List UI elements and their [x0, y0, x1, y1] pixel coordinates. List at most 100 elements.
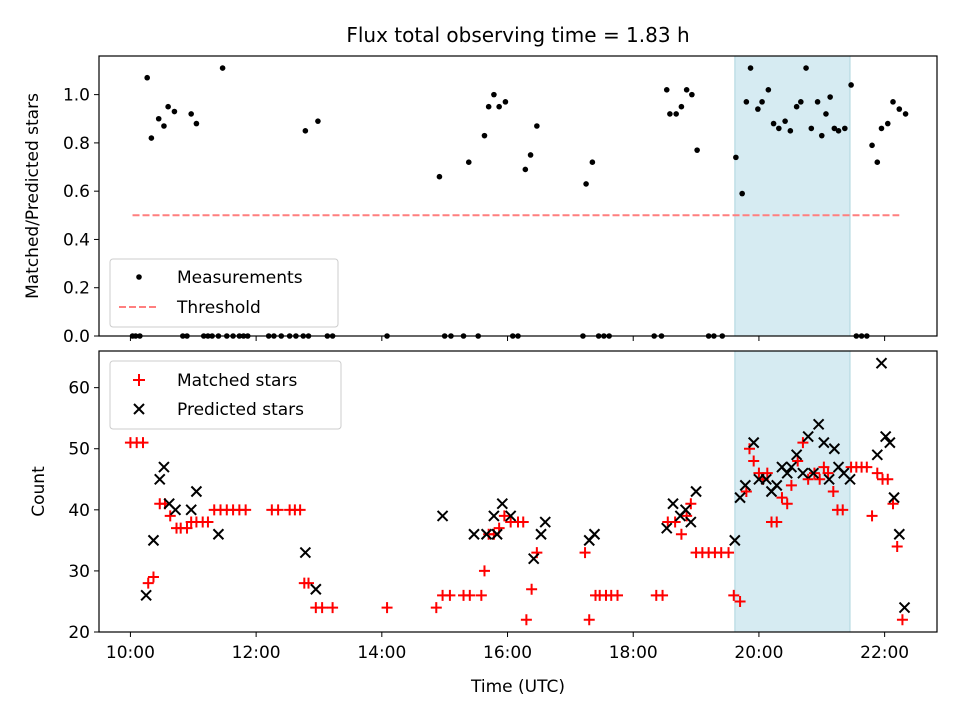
- count-y-tick-label: 40: [68, 501, 90, 521]
- predicted-star-point: [747, 436, 760, 449]
- measurement-point: [803, 65, 809, 71]
- count-x-ticks: 10:00 12:00 14:00 16:00 18:00 20:00 22:00: [106, 632, 909, 663]
- matched-star-point: [871, 467, 883, 479]
- predicted-star-point: [169, 504, 182, 516]
- matched-star-point: [882, 473, 894, 485]
- ratio-highlight-band: [734, 55, 851, 337]
- predicted-star-point: [588, 528, 601, 540]
- predicted-star-point: [790, 449, 803, 461]
- measurement-point: [874, 159, 881, 166]
- ratio-y-axis-label: Matched/Predicted stars: [23, 93, 43, 299]
- predicted-star-point: [690, 485, 702, 498]
- ratio-band-rect: [734, 55, 851, 337]
- count-y-tick-label: 20: [68, 623, 90, 643]
- matched-star-point: [802, 473, 814, 485]
- predicted-star-point: [888, 491, 900, 504]
- measurement-point: [835, 128, 842, 134]
- matched-star-point: [381, 602, 393, 614]
- measurement-point: [733, 154, 739, 161]
- legend-measurements-label: Measurements: [177, 268, 303, 288]
- count-legend-box: [109, 360, 342, 430]
- legend-threshold-label: Threshold: [176, 298, 261, 318]
- measurement-point: [755, 106, 761, 112]
- legend-predicted-label: Predicted stars: [177, 400, 304, 420]
- predicted-star-point: [884, 436, 896, 449]
- measurement-point: [155, 115, 162, 122]
- predicted-star-point: [893, 528, 905, 540]
- predicted-star-point: [436, 510, 449, 522]
- x-tick-label: 12:00: [232, 643, 281, 663]
- predicted-star-point: [785, 461, 798, 473]
- predicted-star-point: [468, 528, 480, 540]
- predicted-star-point: [491, 528, 503, 540]
- measurement-point: [481, 132, 488, 139]
- matched-star-point: [685, 498, 697, 510]
- legend-predicted-marker: [133, 403, 145, 415]
- measurement-point: [818, 132, 825, 139]
- matched-star-point: [797, 437, 809, 449]
- matched-star-point: [728, 589, 740, 601]
- predicted-star-point: [310, 583, 322, 595]
- measurement-point: [144, 74, 150, 81]
- matched-star-point: [827, 486, 839, 497]
- matched-star-point: [896, 614, 908, 626]
- predicted-star-points: [140, 357, 911, 614]
- predicted-star-point: [823, 473, 835, 485]
- matched-star-point: [818, 461, 830, 473]
- predicted-star-point: [661, 522, 673, 534]
- predicted-star-point: [190, 485, 203, 498]
- measurement-point: [165, 103, 171, 110]
- ratio-y-tick-label: 0.2: [63, 279, 90, 299]
- matched-star-point: [579, 547, 591, 559]
- matched-star-point: [814, 473, 826, 485]
- x-tick-label: 20:00: [734, 643, 783, 663]
- measurement-point: [896, 106, 903, 112]
- ratio-y-tick-label: 0.0: [63, 327, 90, 347]
- ratio-y-tick-label: 0.4: [63, 230, 90, 250]
- measurement-point: [502, 99, 509, 105]
- matched-star-point: [316, 602, 328, 614]
- matched-star-points: [124, 437, 908, 626]
- matched-star-point: [272, 504, 284, 516]
- measurement-point: [793, 103, 800, 110]
- matched-star-point: [430, 602, 442, 614]
- matched-star-point: [837, 504, 849, 516]
- measurement-point: [436, 173, 443, 180]
- x-tick-label: 14:00: [357, 643, 406, 663]
- measurement-point: [902, 111, 909, 117]
- measurement-point: [782, 118, 788, 124]
- measurement-point: [302, 128, 309, 134]
- measurement-point: [884, 120, 891, 127]
- ratio-y-tick-label: 0.6: [63, 182, 90, 202]
- measurement-point: [759, 99, 765, 105]
- measurement-point: [683, 86, 690, 93]
- matched-star-point: [734, 595, 746, 607]
- matched-star-point: [723, 547, 735, 559]
- matched-star-point: [583, 614, 595, 626]
- predicted-star-point: [528, 552, 540, 565]
- predicted-star-point: [802, 430, 814, 443]
- measurement-point: [491, 91, 497, 98]
- measurement-point: [496, 103, 502, 110]
- matched-star-point: [517, 516, 529, 528]
- count-panel: 20 30 40 50 60 10:00 12:00 14:00 16:00 18:00 20:0…: [29, 350, 938, 697]
- count-y-axis-label: Count: [29, 466, 49, 517]
- predicted-star-point: [496, 498, 508, 510]
- predicted-star-point: [844, 473, 856, 485]
- predicted-star-point: [797, 467, 809, 479]
- predicted-star-point: [140, 589, 152, 602]
- matched-star-point: [771, 516, 783, 528]
- predicted-star-point: [535, 528, 547, 540]
- measurement-point: [739, 190, 745, 197]
- measurement-point: [869, 142, 875, 149]
- matched-star-point: [612, 589, 624, 601]
- measurement-point: [589, 159, 596, 166]
- matched-star-point: [202, 516, 214, 528]
- count-y-tick-label: 30: [68, 562, 90, 582]
- measurement-point: [219, 65, 226, 71]
- measurement-point: [667, 111, 673, 117]
- matched-star-point: [137, 437, 149, 449]
- predicted-star-point: [685, 516, 697, 528]
- predicted-star-point: [667, 498, 679, 510]
